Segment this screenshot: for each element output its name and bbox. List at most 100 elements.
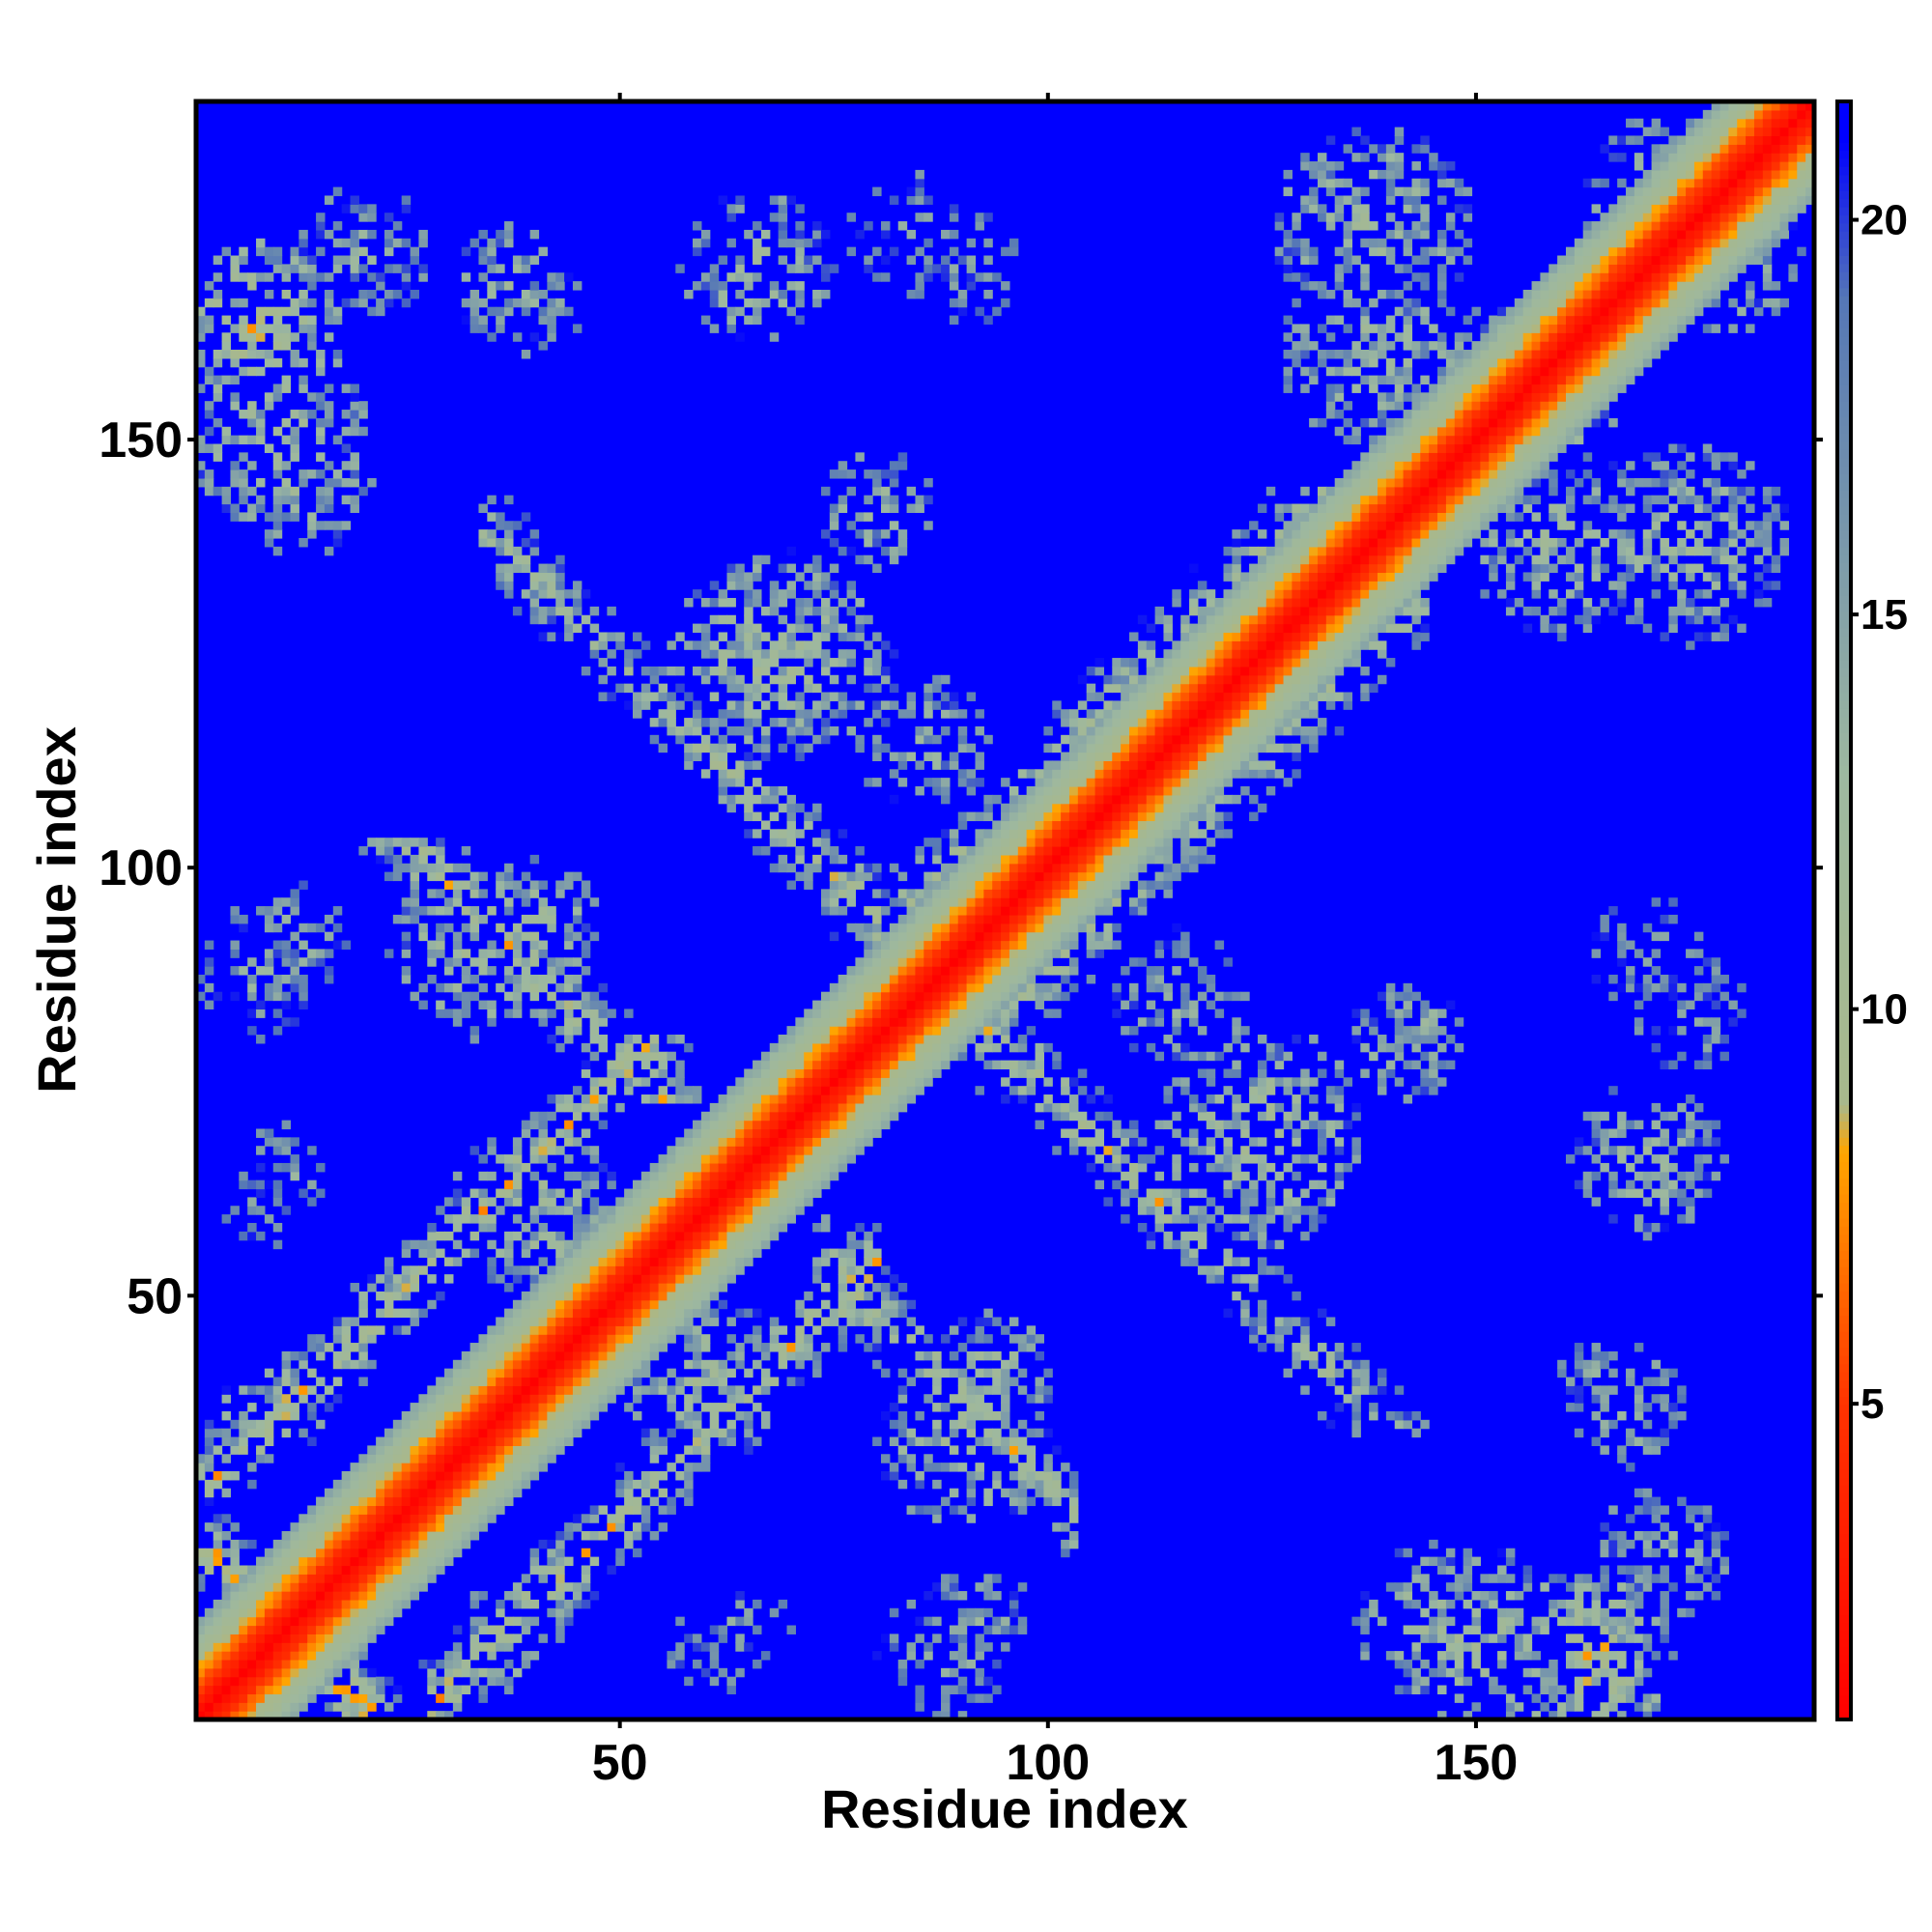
- heatmap-cell: [418, 1265, 428, 1275]
- heatmap-cell: [264, 1428, 274, 1438]
- heatmap-cell: [693, 1308, 702, 1319]
- heatmap-cell: [256, 1599, 266, 1609]
- heatmap-cell: [864, 666, 873, 676]
- heatmap-cell: [469, 914, 480, 924]
- heatmap-cell: [753, 1343, 762, 1352]
- heatmap-cell: [820, 598, 831, 608]
- heatmap-cell: [855, 1222, 865, 1233]
- heatmap-cell: [957, 289, 968, 299]
- heatmap-cell: [401, 1283, 412, 1293]
- heatmap-cell: [504, 1154, 514, 1164]
- heatmap-cell: [1001, 949, 1010, 958]
- heatmap-cell: [864, 966, 873, 976]
- heatmap-cell: [941, 1042, 951, 1053]
- heatmap-cell: [932, 752, 942, 761]
- heatmap-cell: [735, 1094, 745, 1104]
- heatmap-cell: [735, 1154, 745, 1164]
- heatmap-cell: [487, 1454, 497, 1463]
- heatmap-cell: [521, 1616, 531, 1627]
- heatmap-cell: [221, 1711, 232, 1720]
- heatmap-cell: [693, 1463, 702, 1472]
- heatmap-cell: [452, 957, 463, 967]
- heatmap-cell: [529, 1428, 540, 1438]
- heatmap-cell: [427, 1299, 437, 1310]
- heatmap-cell: [358, 1350, 368, 1361]
- heatmap-cell: [529, 1368, 540, 1378]
- heatmap-cell: [196, 1651, 206, 1661]
- heatmap-cell: [753, 1077, 762, 1087]
- heatmap-cell: [298, 298, 308, 308]
- heatmap-cell: [332, 1479, 343, 1490]
- heatmap-cell: [700, 1436, 711, 1446]
- heatmap-cell: [786, 1111, 796, 1122]
- heatmap-cell: [307, 410, 317, 419]
- heatmap-cell: [718, 1403, 728, 1412]
- heatmap-cell: [1009, 957, 1019, 967]
- heatmap-cell: [624, 1470, 634, 1481]
- heatmap-cell: [444, 1394, 454, 1404]
- heatmap-cell: [538, 632, 548, 641]
- heatmap-cell: [812, 1128, 822, 1138]
- heatmap-cell: [392, 1522, 403, 1532]
- heatmap-cell: [401, 1522, 412, 1532]
- heatmap-cell: [376, 838, 385, 847]
- heatmap-cell: [538, 1454, 548, 1463]
- heatmap-cell: [367, 1625, 377, 1634]
- heatmap-cell: [675, 1317, 685, 1326]
- heatmap-cell: [760, 700, 771, 710]
- heatmap-cell: [829, 1026, 839, 1036]
- heatmap-cell: [529, 281, 540, 291]
- heatmap-cell: [709, 1154, 720, 1164]
- heatmap-cell: [941, 931, 951, 942]
- heatmap-cell: [838, 991, 848, 1002]
- heatmap-cell: [684, 1410, 694, 1421]
- heatmap-cell: [795, 1128, 805, 1138]
- heatmap-cell: [496, 264, 505, 273]
- heatmap-cell: [718, 1102, 728, 1113]
- heatmap-cell: [760, 752, 771, 761]
- heatmap-cell: [975, 871, 984, 882]
- heatmap-cell: [649, 1214, 660, 1224]
- heatmap-cell: [452, 1385, 463, 1395]
- heatmap-cell: [726, 794, 736, 805]
- heatmap-cell: [778, 649, 788, 659]
- heatmap-cell: [983, 1496, 993, 1507]
- heatmap-cell: [598, 1359, 608, 1370]
- heatmap-cell: [1001, 281, 1010, 291]
- heatmap-cell: [983, 1317, 993, 1326]
- heatmap-cell: [855, 871, 865, 882]
- heatmap-cell: [332, 221, 343, 231]
- heatmap-cell: [281, 1548, 292, 1558]
- heatmap-cell: [452, 1222, 463, 1233]
- heatmap-cell: [376, 1479, 385, 1490]
- heatmap-cell: [298, 923, 308, 933]
- heatmap-cell: [897, 1017, 908, 1027]
- heatmap-cell: [1001, 778, 1010, 787]
- heatmap-cell: [1001, 1359, 1010, 1370]
- heatmap-cell: [376, 1676, 385, 1687]
- heatmap-cell: [376, 1325, 385, 1335]
- heatmap-cell: [290, 1607, 299, 1618]
- heatmap-cell: [804, 1035, 813, 1044]
- heatmap-cell: [204, 1685, 214, 1695]
- heatmap-cell: [418, 1548, 428, 1558]
- heatmap-cell: [684, 1231, 694, 1241]
- heatmap-cell: [897, 461, 908, 470]
- heatmap-cell: [264, 537, 274, 548]
- heatmap-cell: [350, 1676, 359, 1687]
- heatmap-cell: [581, 1146, 591, 1155]
- heatmap-cell: [504, 1659, 514, 1669]
- heatmap-cell: [915, 1693, 924, 1703]
- heatmap-cell: [932, 923, 942, 933]
- heatmap-cell: [872, 1120, 882, 1130]
- heatmap-cell: [410, 897, 420, 907]
- heatmap-cell: [512, 982, 523, 993]
- heatmap-cell: [889, 991, 899, 1002]
- heatmap-cell: [975, 991, 984, 1002]
- heatmap-cell: [512, 1308, 523, 1319]
- heatmap-cell: [538, 1350, 548, 1361]
- heatmap-cell: [350, 461, 359, 470]
- heatmap-cell: [239, 246, 248, 257]
- heatmap-cell: [444, 1214, 454, 1224]
- heatmap-cell: [667, 1368, 676, 1378]
